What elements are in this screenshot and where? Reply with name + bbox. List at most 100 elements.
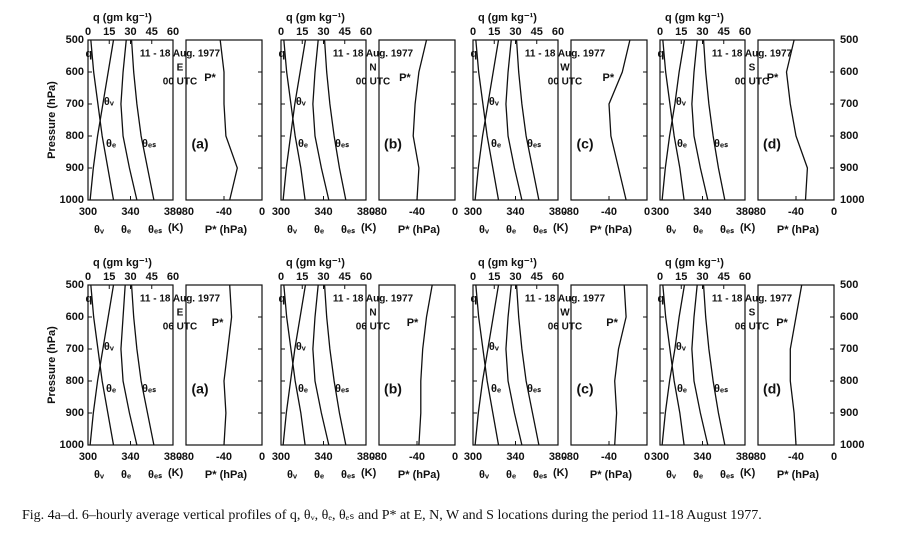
x-axis-label: θₑₛ xyxy=(533,224,547,236)
x-tick-label: 380 xyxy=(549,206,567,218)
panel-title: 11 - 18 Aug. 1977 xyxy=(525,294,606,305)
x-axis-label: θₑₛ xyxy=(533,469,547,481)
q-tick-label: 0 xyxy=(278,271,284,283)
profile-line xyxy=(120,284,138,446)
caption: Fig. 4a–d. 6–hourly average vertical pro… xyxy=(22,508,762,523)
series-label: P* xyxy=(212,317,224,329)
q-tick-label: 0 xyxy=(85,26,91,38)
x-axis-label: θₑₛ xyxy=(148,224,162,236)
profile-line xyxy=(130,39,155,201)
x-tick-label: 300 xyxy=(272,206,290,218)
p-tick-label: 0 xyxy=(644,206,650,218)
p-frame xyxy=(185,39,263,201)
y-tick-label: 800 xyxy=(66,130,84,142)
panel-label: (d) xyxy=(763,136,781,152)
x-tick-label: 380 xyxy=(736,451,754,463)
panel-label: (b) xyxy=(384,381,402,397)
series-label: θₑₛ xyxy=(714,383,728,395)
x-tick-label: 380 xyxy=(164,451,182,463)
x-tick-label: 340 xyxy=(693,206,711,218)
series-label: θₑ xyxy=(106,138,116,150)
q-label: q (gm kg⁻¹) xyxy=(286,12,345,24)
q-tick-label: 60 xyxy=(552,271,564,283)
panel-label: (a) xyxy=(191,381,208,397)
profile-line xyxy=(785,39,809,201)
x-tick-label: 300 xyxy=(79,206,97,218)
profile-line xyxy=(412,39,428,201)
profile-line xyxy=(661,284,686,446)
series-label: θₑₛ xyxy=(527,138,541,150)
y-tick-label: 900 xyxy=(840,162,858,174)
p-tick-label: -80 xyxy=(178,206,194,218)
y-tick-label: 500 xyxy=(66,279,84,291)
p-tick-label: -40 xyxy=(409,451,425,463)
x-axis-unit: (K) xyxy=(168,467,184,479)
x-tick-label: 300 xyxy=(651,206,669,218)
profile-line xyxy=(89,284,115,446)
profile-line xyxy=(282,284,307,446)
x-axis-label: θₑₛ xyxy=(341,224,355,236)
x-axis-label: θₑ xyxy=(121,224,131,236)
x-axis-label: θᵥ xyxy=(287,224,298,236)
x-axis-unit: (K) xyxy=(740,467,756,479)
x-tick-label: 340 xyxy=(693,451,711,463)
profile-line xyxy=(702,39,726,201)
profile-line xyxy=(89,39,115,201)
q-tick-label: 0 xyxy=(278,26,284,38)
panel-label: (b) xyxy=(384,136,402,152)
q-tick-label: 60 xyxy=(552,26,564,38)
x-tick-label: 300 xyxy=(272,451,290,463)
profile-line xyxy=(505,39,523,201)
q-label: q (gm kg⁻¹) xyxy=(93,257,152,269)
q-label: q (gm kg⁻¹) xyxy=(478,12,537,24)
y-tick-label: 500 xyxy=(840,279,858,291)
p-tick-label: -40 xyxy=(788,451,804,463)
profile-line xyxy=(515,284,540,446)
profile-line xyxy=(312,39,330,201)
x-tick-label: 340 xyxy=(506,451,524,463)
time: 06 UTC xyxy=(548,322,582,333)
q-tick-label: 15 xyxy=(488,271,500,283)
x-axis-label: θₑ xyxy=(121,469,131,481)
q-tick-label: 45 xyxy=(146,26,158,38)
p-tick-label: 0 xyxy=(831,206,837,218)
p-tick-label: -80 xyxy=(178,451,194,463)
p-tick-label: 0 xyxy=(452,451,458,463)
time: 06 UTC xyxy=(356,322,390,333)
x-axis-unit: (K) xyxy=(553,467,569,479)
profile-line xyxy=(608,39,631,201)
q-tick-label: 30 xyxy=(696,26,708,38)
series-label: q xyxy=(85,293,92,305)
q-tick-label: 60 xyxy=(360,271,372,283)
series-label: θᵥ xyxy=(104,96,115,108)
q-label: q (gm kg⁻¹) xyxy=(478,257,537,269)
q-tick-label: 45 xyxy=(339,26,351,38)
x-tick-label: 380 xyxy=(357,451,375,463)
series-label: q xyxy=(470,293,477,305)
profile-line xyxy=(219,39,238,201)
p-tick-label: 0 xyxy=(259,451,265,463)
q-tick-label: 45 xyxy=(531,271,543,283)
x-tick-label: 300 xyxy=(464,451,482,463)
q-tick-label: 15 xyxy=(103,26,115,38)
q-label: q (gm kg⁻¹) xyxy=(286,257,345,269)
p-frame xyxy=(378,39,456,201)
profile-line xyxy=(702,284,726,446)
series-label: θᵥ xyxy=(489,341,500,353)
profile-line xyxy=(474,284,500,446)
q-tick-label: 15 xyxy=(296,271,308,283)
y-tick-label: 600 xyxy=(66,66,84,78)
panel-label: (c) xyxy=(576,136,593,152)
y-tick-label: 1000 xyxy=(60,439,84,451)
profile-line xyxy=(282,39,307,201)
y-axis-label: Pressure (hPa) xyxy=(46,81,58,159)
p-tick-label: -80 xyxy=(563,206,579,218)
station: S xyxy=(749,63,756,74)
series-label: θₑ xyxy=(298,383,308,395)
series-label: q xyxy=(85,48,92,60)
panel-title: 11 - 18 Aug. 1977 xyxy=(140,49,221,60)
x-axis-label: θᵥ xyxy=(94,469,105,481)
series-label: q xyxy=(470,48,477,60)
profile-line xyxy=(130,284,155,446)
p-tick-label: 0 xyxy=(831,451,837,463)
